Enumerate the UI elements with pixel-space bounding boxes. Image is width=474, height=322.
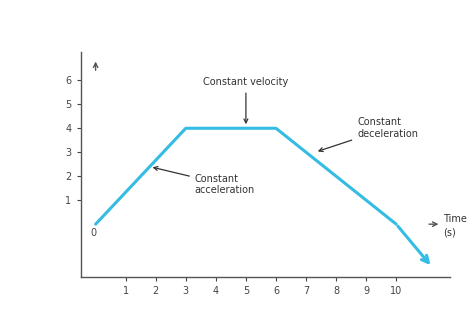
- Text: VELOCITY – TIME GRAPHS: VELOCITY – TIME GRAPHS: [128, 16, 346, 31]
- Text: 0: 0: [90, 229, 96, 239]
- Text: Constant
acceleration: Constant acceleration: [154, 166, 255, 195]
- Text: FREE tutorial videos at www.learncoach.co.nz: FREE tutorial videos at www.learncoach.c…: [19, 299, 237, 308]
- Text: (s): (s): [443, 228, 456, 238]
- FancyBboxPatch shape: [370, 314, 399, 316]
- FancyBboxPatch shape: [408, 311, 437, 313]
- Text: Constant velocity: Constant velocity: [203, 78, 289, 123]
- FancyBboxPatch shape: [408, 317, 437, 319]
- Text: Constant
deceleration: Constant deceleration: [319, 118, 418, 152]
- FancyBboxPatch shape: [332, 314, 361, 316]
- Text: learn
COACH: learn COACH: [450, 304, 474, 322]
- FancyBboxPatch shape: [370, 311, 399, 313]
- Text: Time: Time: [443, 214, 467, 224]
- FancyBboxPatch shape: [332, 311, 361, 313]
- FancyBboxPatch shape: [332, 317, 361, 319]
- FancyBboxPatch shape: [370, 317, 399, 319]
- FancyBboxPatch shape: [408, 314, 437, 316]
